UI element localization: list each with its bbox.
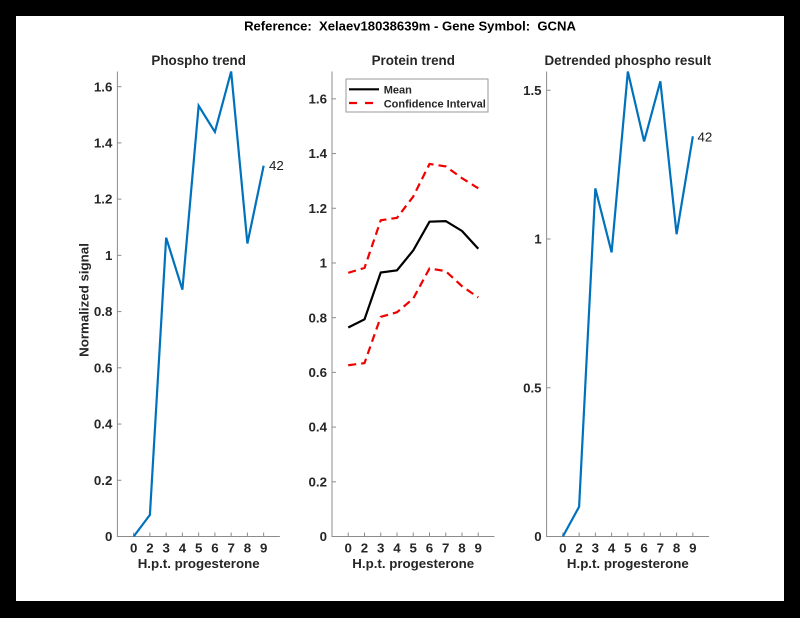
svg-text:3: 3 [162, 540, 169, 555]
svg-text:Confidence Interval: Confidence Interval [384, 98, 486, 110]
svg-text:2: 2 [146, 540, 153, 555]
svg-text:0: 0 [345, 540, 352, 555]
svg-text:1: 1 [534, 232, 542, 247]
svg-text:5: 5 [624, 540, 632, 555]
svg-text:1.5: 1.5 [523, 83, 542, 98]
svg-text:0.2: 0.2 [309, 474, 328, 489]
svg-text:1.4: 1.4 [94, 136, 113, 151]
svg-text:5: 5 [410, 540, 418, 555]
svg-text:0.5: 0.5 [523, 380, 542, 395]
svg-text:0: 0 [320, 529, 327, 544]
svg-text:7: 7 [442, 540, 449, 555]
svg-text:0: 0 [559, 540, 566, 555]
svg-text:0: 0 [534, 529, 541, 544]
svg-text:0.8: 0.8 [309, 310, 328, 325]
svg-text:7: 7 [657, 540, 664, 555]
svg-text:8: 8 [244, 540, 251, 555]
svg-text:0.4: 0.4 [94, 417, 113, 432]
svg-text:42: 42 [269, 158, 284, 173]
svg-text:H.p.t. progesterone: H.p.t. progesterone [352, 556, 474, 571]
svg-text:2: 2 [575, 540, 582, 555]
svg-text:1.2: 1.2 [309, 201, 328, 216]
svg-text:0: 0 [105, 529, 112, 544]
svg-text:Mean: Mean [384, 85, 412, 97]
svg-text:H.p.t. progesterone: H.p.t. progesterone [138, 556, 260, 571]
svg-text:Reference: Xelaev18038639m -: Reference: Xelaev18038639m - Gene Symbol… [244, 19, 576, 34]
svg-text:42: 42 [698, 129, 713, 144]
svg-text:3: 3 [377, 540, 384, 555]
svg-text:Protein trend: Protein trend [372, 53, 455, 68]
svg-text:6: 6 [426, 540, 433, 555]
svg-text:5: 5 [195, 540, 203, 555]
svg-text:Detrended phospho result: Detrended phospho result [545, 53, 712, 68]
svg-text:1: 1 [105, 248, 113, 263]
svg-text:4: 4 [393, 540, 401, 555]
svg-text:8: 8 [673, 540, 680, 555]
svg-text:6: 6 [211, 540, 218, 555]
svg-text:9: 9 [689, 540, 696, 555]
svg-text:1: 1 [320, 256, 328, 271]
svg-text:2: 2 [361, 540, 368, 555]
svg-text:4: 4 [179, 540, 187, 555]
svg-text:1.6: 1.6 [94, 79, 113, 94]
svg-text:8: 8 [458, 540, 465, 555]
svg-text:Normalized signal: Normalized signal [77, 243, 92, 357]
svg-text:4: 4 [608, 540, 616, 555]
svg-text:6: 6 [640, 540, 647, 555]
svg-text:9: 9 [475, 540, 482, 555]
svg-text:H.p.t. progesterone: H.p.t. progesterone [567, 556, 689, 571]
svg-text:9: 9 [260, 540, 267, 555]
svg-text:0.6: 0.6 [94, 360, 113, 375]
svg-text:0.6: 0.6 [309, 365, 328, 380]
svg-text:7: 7 [227, 540, 234, 555]
svg-text:3: 3 [592, 540, 599, 555]
svg-text:0.2: 0.2 [94, 473, 113, 488]
svg-text:1.2: 1.2 [94, 192, 113, 207]
svg-text:0: 0 [130, 540, 137, 555]
svg-text:1.4: 1.4 [309, 146, 328, 161]
svg-text:Phospho trend: Phospho trend [151, 53, 245, 68]
svg-text:0.8: 0.8 [94, 304, 113, 319]
svg-text:1.6: 1.6 [309, 91, 328, 106]
svg-text:0.4: 0.4 [309, 420, 328, 435]
